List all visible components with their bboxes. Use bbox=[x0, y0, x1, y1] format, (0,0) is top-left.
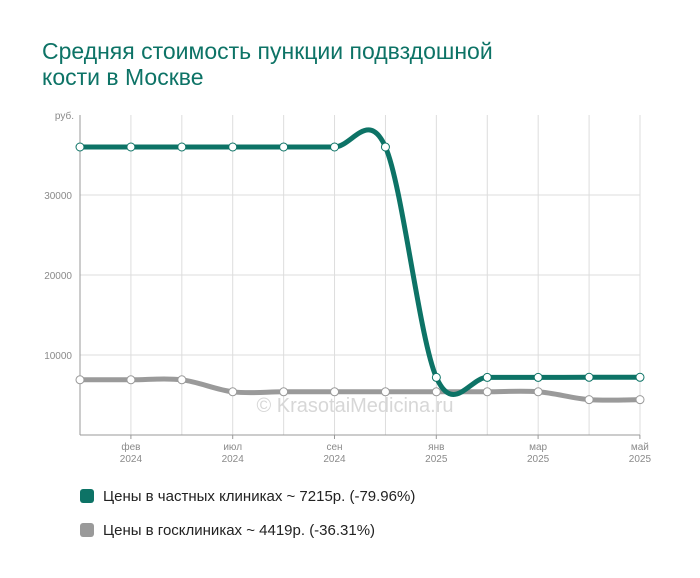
data-point-private bbox=[126, 142, 136, 152]
watermark: © KrasotaiMedicina.ru bbox=[256, 395, 453, 417]
chart-title: Средняя стоимость пункции подвздошной ко… bbox=[42, 38, 493, 90]
x-tick-label-year: 2025 bbox=[425, 454, 448, 465]
legend-label-public: Цены в госклиниках ~ 4419р. (-36.31%) bbox=[103, 521, 376, 539]
legend-item-public[interactable]: Цены в госклиниках ~ 4419р. (-36.31%) bbox=[80, 520, 375, 540]
data-point-public bbox=[228, 387, 238, 397]
data-point-public bbox=[533, 387, 543, 397]
legend-label-private: Цены в частных клиниках ~ 7215р. (-79.96… bbox=[103, 487, 416, 505]
data-point-public bbox=[584, 395, 594, 405]
data-point-public bbox=[126, 375, 136, 385]
x-tick-label-month: мар bbox=[529, 442, 547, 453]
data-point-private bbox=[228, 142, 238, 152]
y-tick-label: 30000 bbox=[44, 191, 72, 202]
data-point-public bbox=[279, 387, 289, 397]
data-point-public bbox=[177, 375, 187, 385]
y-tick-label: 20000 bbox=[44, 271, 72, 282]
data-point-private bbox=[75, 142, 85, 152]
x-tick-label-month: июл bbox=[223, 442, 242, 453]
x-tick-label-year: 2024 bbox=[120, 454, 143, 465]
data-point-private bbox=[584, 372, 594, 382]
x-tick-label-month: янв bbox=[428, 442, 444, 453]
data-point-private bbox=[177, 142, 187, 152]
x-tick-label-month: фев bbox=[121, 441, 140, 453]
y-axis-unit: руб. bbox=[55, 110, 74, 122]
data-point-public bbox=[330, 387, 340, 397]
x-tick-label-year: 2024 bbox=[323, 454, 346, 465]
data-point-private bbox=[482, 372, 492, 382]
chart-title-line2: кости в Москве bbox=[42, 64, 204, 90]
data-point-private bbox=[330, 142, 340, 152]
data-point-private bbox=[431, 372, 441, 382]
data-point-private bbox=[635, 372, 645, 382]
chart-title-line1: Средняя стоимость пункции подвздошной bbox=[42, 38, 493, 64]
data-point-public bbox=[635, 395, 645, 405]
x-tick-label-month: май bbox=[631, 442, 649, 453]
data-point-public bbox=[431, 387, 441, 397]
legend-swatch-private bbox=[80, 489, 94, 503]
x-tick-label-year: 2025 bbox=[629, 454, 652, 465]
data-point-public bbox=[482, 387, 492, 397]
y-tick-label: 10000 bbox=[44, 351, 72, 362]
data-point-private bbox=[533, 372, 543, 382]
x-tick-label-year: 2025 bbox=[527, 454, 550, 465]
data-point-private bbox=[279, 142, 289, 152]
data-point-private bbox=[380, 142, 390, 152]
x-tick-label-month: сен bbox=[326, 442, 342, 453]
legend-swatch-public bbox=[80, 523, 94, 537]
data-point-public bbox=[380, 387, 390, 397]
data-point-public bbox=[75, 375, 85, 385]
legend-item-private[interactable]: Цены в частных клиниках ~ 7215р. (-79.96… bbox=[80, 486, 415, 506]
x-tick-label-year: 2024 bbox=[222, 454, 245, 465]
